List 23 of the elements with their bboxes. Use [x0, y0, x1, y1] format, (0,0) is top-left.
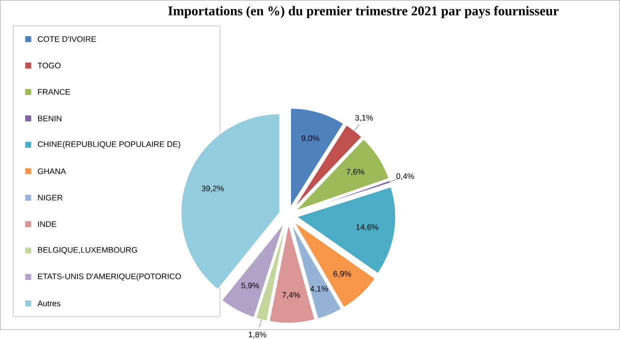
legend-label: INDE	[38, 221, 56, 227]
legend-label: BELGIQUE,LUXEMBOURG	[38, 247, 137, 254]
data-label: 14,6%	[356, 224, 378, 231]
data-label: 5,9%	[241, 282, 260, 290]
data-label: 6,9%	[334, 271, 352, 278]
legend-label: Autres	[38, 300, 60, 306]
legend-label: TOGO	[38, 62, 61, 68]
data-label: 7,4%	[282, 292, 300, 299]
legend-label: FRANCE	[38, 89, 70, 95]
legend-label: GHANA	[38, 168, 66, 174]
data-label: 3,1%	[355, 114, 373, 122]
data-label: 7,6%	[346, 168, 364, 176]
data-label: 39,2%	[202, 186, 224, 192]
data-label: 4,1%	[310, 286, 328, 292]
data-label: 9,0%	[302, 135, 320, 142]
data-label: 1,8%	[248, 332, 266, 338]
legend-label: CHINE(REPUBLIQUE POPULAIRE DE)	[38, 141, 180, 149]
legend-label: NIGER	[38, 194, 62, 201]
chart-title: Importations (en %) du premier trimestre 2021 par pays fournisseur	[168, 6, 559, 18]
legend-label: ETATS-UNIS D'AMERIQUE(POTORICO	[38, 273, 181, 281]
data-label: 0,4%	[396, 173, 414, 180]
legend-label: COTE D'IVOIRE	[38, 36, 96, 42]
legend-label: BENIN	[38, 116, 62, 122]
